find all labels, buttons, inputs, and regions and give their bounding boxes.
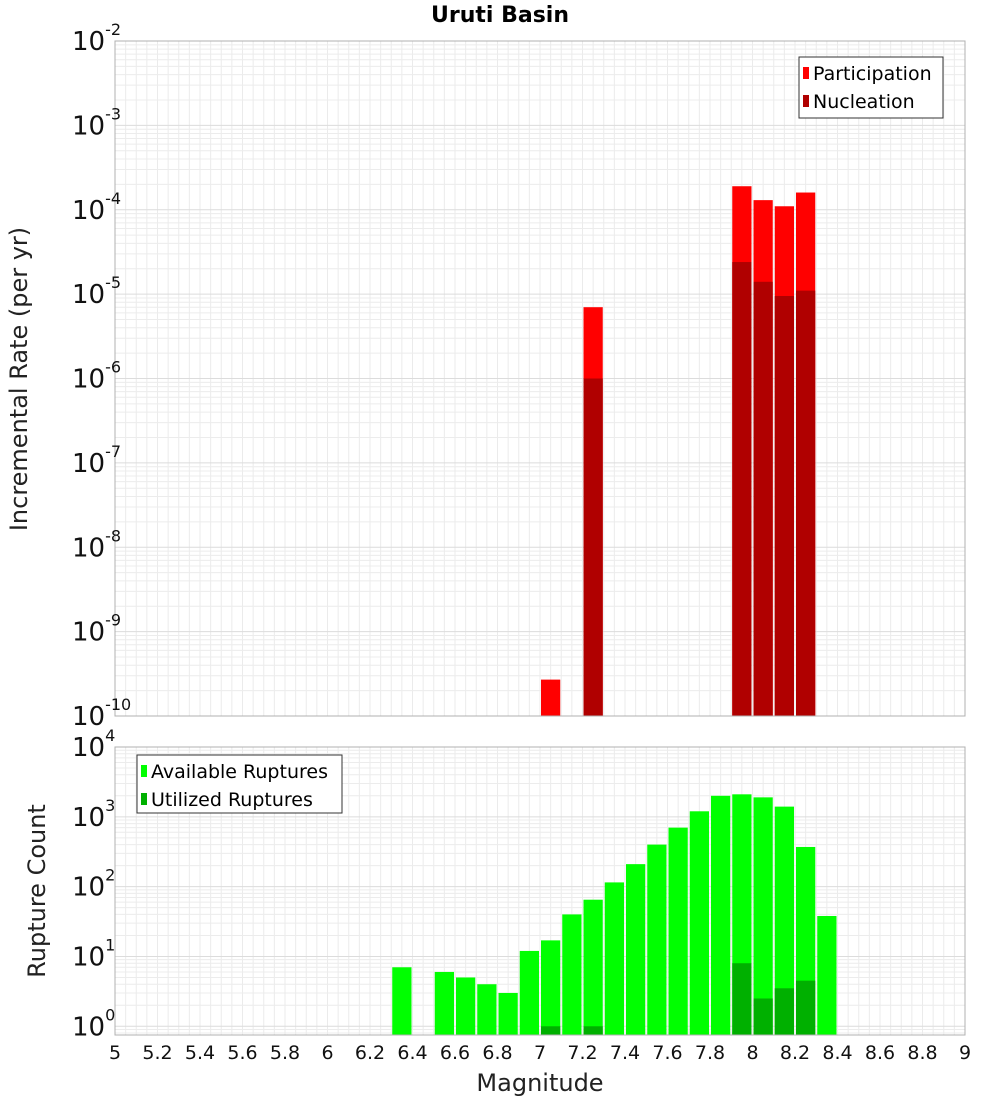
- bottom-bar-available-ruptures-13: [689, 811, 709, 1035]
- x-tick-label-18: 8.6: [865, 1042, 895, 1064]
- bottom-legend-swatch-0: [141, 765, 147, 777]
- x-tick-label-14: 7.8: [695, 1042, 725, 1064]
- x-tick-label-19: 8.8: [907, 1042, 937, 1064]
- top-y-tick-label-3: 10-7: [72, 442, 121, 479]
- top-bar-nucleation-0: [583, 378, 603, 716]
- bottom-y-axis-label: Rupture Count: [23, 804, 51, 978]
- bottom-legend: Available Ruptures Utilized Ruptures: [136, 754, 343, 814]
- bottom-bar-available-ruptures-12: [668, 827, 688, 1035]
- top-y-tick-label-5: 10-5: [72, 273, 121, 310]
- bottom-bar-available-ruptures-8: [583, 899, 603, 1035]
- bottom-y-tick-label-2: 102: [72, 866, 115, 903]
- bottom-legend-label-0: Available Ruptures: [151, 761, 328, 783]
- x-tick-label-8: 6.6: [440, 1042, 470, 1064]
- top-legend: Participation Nucleation: [798, 56, 944, 119]
- top-plot-area: 10-10 10-9 10-8 10-7 10-6 10-5 10-4 10-3 10-2 Par…: [72, 20, 966, 732]
- bottom-bar-available-ruptures-4: [498, 992, 518, 1035]
- top-bar-nucleation-2: [753, 281, 773, 716]
- x-tick-label-4: 5.8: [270, 1042, 300, 1064]
- x-tick-label-15: 8: [746, 1042, 758, 1064]
- bottom-bar-available-ruptures-1: [434, 971, 454, 1035]
- bottom-y-tick-label-1: 101: [72, 935, 115, 972]
- bottom-bar-available-ruptures-3: [477, 984, 497, 1035]
- bottom-bar-utilized-ruptures-3: [753, 998, 773, 1035]
- bottom-bar-available-ruptures-7: [562, 914, 582, 1035]
- x-tick-label-7: 6.4: [397, 1042, 427, 1064]
- top-plot-frame: [114, 40, 966, 717]
- top-legend-swatch-0: [803, 67, 809, 79]
- x-tick-label-0: 5: [109, 1042, 121, 1064]
- x-tick-label-16: 8.2: [780, 1042, 810, 1064]
- x-tick-label-5: 6: [321, 1042, 333, 1064]
- bottom-bar-available-ruptures-17: [774, 806, 794, 1035]
- bottom-legend-swatch-1: [141, 793, 147, 805]
- x-tick-label-2: 5.4: [185, 1042, 215, 1064]
- top-y-tick-label-7: 10-3: [72, 104, 121, 141]
- top-y-tick-label-1: 10-9: [72, 611, 121, 648]
- bottom-y-ticks: 100 101 102 103 104: [72, 726, 115, 1042]
- top-y-tick-label-0: 10-10: [72, 695, 131, 732]
- x-tick-label-11: 7.2: [567, 1042, 597, 1064]
- bottom-bar-available-ruptures-9: [604, 882, 624, 1035]
- top-y-axis-label: Incremental Rate (per yr): [5, 227, 33, 531]
- bottom-y-tick-label-0: 100: [72, 1005, 115, 1042]
- top-grid: [115, 41, 965, 716]
- bottom-bar-available-ruptures-6: [541, 940, 561, 1035]
- bottom-bar-available-ruptures-11: [647, 844, 667, 1035]
- top-legend-label-1: Nucleation: [813, 91, 915, 113]
- bottom-bar-available-ruptures-14: [711, 795, 731, 1035]
- x-tick-label-17: 8.4: [822, 1042, 852, 1064]
- bottom-y-tick-label-3: 103: [72, 796, 115, 833]
- bottom-bars: [392, 794, 837, 1035]
- x-tick-label-6: 6.2: [355, 1042, 385, 1064]
- bottom-bar-utilized-ruptures-4: [774, 988, 794, 1035]
- x-tick-label-1: 5.2: [142, 1042, 172, 1064]
- bottom-y-tick-label-4: 104: [72, 726, 115, 763]
- top-bar-nucleation-3: [774, 296, 794, 716]
- top-y-tick-label-4: 10-6: [72, 358, 121, 395]
- x-axis-label: Magnitude: [476, 1069, 603, 1097]
- top-bar-nucleation-1: [732, 262, 752, 716]
- bottom-bar-available-ruptures-0: [392, 967, 412, 1035]
- x-ticks: 5 5.2 5.4 5.6 5.8 6 6.2 6.4 6.6 6.8 7 7.2 7.4 7.6 7.8 8…: [109, 1042, 971, 1064]
- top-y-tick-label-8: 10-2: [72, 20, 121, 57]
- bottom-plot-area: 100 101 102 103 104 5 5.2 5.4 5.6 5.8 6 6.2 6.4 6.6 6.…: [72, 726, 971, 1064]
- x-tick-label-13: 7.6: [652, 1042, 682, 1064]
- bottom-bar-available-ruptures-2: [456, 977, 476, 1035]
- chart-title: Uruti Basin: [431, 3, 569, 28]
- bottom-bar-available-ruptures-16: [753, 797, 773, 1035]
- bottom-bar-available-ruptures-10: [626, 864, 646, 1035]
- bottom-legend-label-1: Utilized Ruptures: [151, 789, 313, 811]
- bottom-bar-utilized-ruptures-2: [732, 963, 752, 1035]
- bottom-bar-utilized-ruptures-5: [796, 980, 816, 1035]
- x-tick-label-9: 6.8: [482, 1042, 512, 1064]
- bottom-bar-available-ruptures-19: [817, 915, 837, 1035]
- x-tick-label-12: 7.4: [610, 1042, 640, 1064]
- top-bars: [541, 186, 816, 716]
- top-bar-nucleation-4: [796, 290, 816, 716]
- x-tick-label-20: 9: [959, 1042, 971, 1064]
- top-y-ticks: 10-10 10-9 10-8 10-7 10-6 10-5 10-4 10-3 10-2: [72, 20, 131, 732]
- bottom-bar-utilized-ruptures-0: [541, 1026, 561, 1035]
- top-bar-participation-0: [541, 679, 561, 716]
- top-legend-label-0: Participation: [813, 63, 932, 85]
- bottom-plot-frame: [114, 746, 966, 1036]
- x-tick-label-3: 5.6: [227, 1042, 257, 1064]
- top-y-tick-label-2: 10-8: [72, 526, 121, 563]
- bottom-bar-utilized-ruptures-1: [583, 1026, 603, 1035]
- bottom-bar-available-ruptures-5: [519, 950, 539, 1035]
- top-legend-swatch-1: [803, 95, 809, 107]
- top-y-tick-label-6: 10-4: [72, 189, 121, 226]
- x-tick-label-10: 7: [534, 1042, 546, 1064]
